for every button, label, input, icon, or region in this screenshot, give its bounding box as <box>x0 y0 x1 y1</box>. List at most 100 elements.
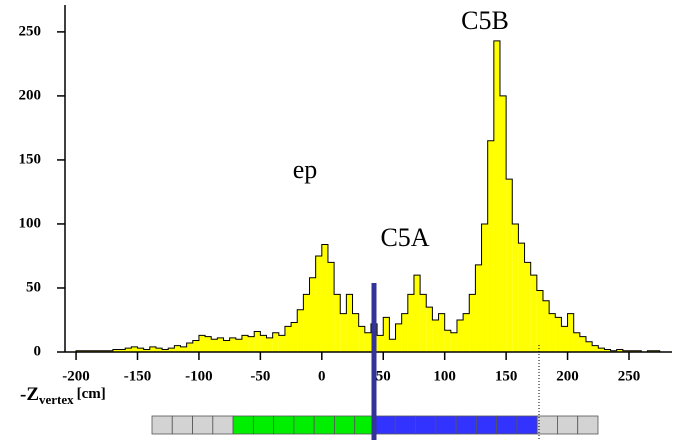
bar <box>592 345 599 352</box>
detector-cell <box>171 415 193 435</box>
x-tick-label: -150 <box>124 368 152 384</box>
bar <box>616 349 623 352</box>
annotation: ep <box>293 155 318 184</box>
bar <box>162 349 169 352</box>
detector-cell <box>212 415 234 435</box>
x-tick-label: 250 <box>618 368 641 384</box>
detector-cell <box>273 415 295 435</box>
bar <box>395 323 402 352</box>
bar <box>149 346 156 352</box>
bar <box>168 348 175 352</box>
bar <box>585 341 593 352</box>
bar <box>125 348 132 352</box>
detector-cell <box>232 415 254 435</box>
detector-cell <box>496 415 518 435</box>
detector-cell <box>313 415 335 435</box>
bar <box>573 332 580 352</box>
x-tick-label: -50 <box>250 368 270 384</box>
detector-cell <box>374 415 396 435</box>
bar <box>579 336 586 352</box>
detector-cell <box>516 415 538 435</box>
bar <box>315 255 322 352</box>
bar <box>284 326 292 352</box>
detector-cell <box>151 415 173 435</box>
bar <box>463 313 470 352</box>
bar <box>205 336 212 352</box>
detector-cell <box>557 415 579 435</box>
bar <box>340 313 347 352</box>
detector-cell <box>455 415 477 435</box>
bar <box>260 335 267 352</box>
bar <box>137 348 144 352</box>
bar <box>352 313 359 352</box>
bar <box>272 332 279 352</box>
bar <box>186 343 193 352</box>
bar <box>303 294 310 352</box>
x-tick-label: 200 <box>556 368 579 384</box>
bar <box>506 179 513 352</box>
bar <box>530 275 537 352</box>
bar <box>536 290 543 352</box>
bar <box>223 340 230 352</box>
bar <box>198 335 206 352</box>
y-tick-label: 100 <box>19 215 42 231</box>
bar <box>278 335 285 352</box>
annotation: C5A <box>380 223 429 252</box>
bar <box>364 332 371 352</box>
bar <box>143 349 150 352</box>
bar <box>524 262 531 352</box>
annotation: C5B <box>461 6 509 35</box>
bar <box>389 339 396 352</box>
detector-cell <box>334 415 356 435</box>
detector-cell <box>435 415 457 435</box>
bar <box>469 294 476 352</box>
bar <box>155 348 163 352</box>
bar <box>561 326 568 352</box>
bar <box>444 330 451 352</box>
bar <box>309 277 316 352</box>
detector-cell <box>475 415 498 435</box>
bar <box>112 349 120 352</box>
x-tick-label: -200 <box>62 368 90 384</box>
bar <box>334 294 341 352</box>
y-tick-label: 150 <box>19 151 42 167</box>
y-tick-label: 0 <box>34 343 42 359</box>
bar <box>192 340 199 352</box>
bar <box>241 335 249 352</box>
bar <box>604 349 611 352</box>
bar <box>450 332 457 352</box>
bar <box>426 307 433 352</box>
bar <box>235 339 242 352</box>
bar <box>420 294 427 352</box>
bar <box>407 294 414 352</box>
detector-cell <box>536 415 558 435</box>
detector-cell <box>252 415 275 435</box>
y-tick-label: 200 <box>19 87 42 103</box>
bar <box>518 243 525 352</box>
bar <box>512 223 519 352</box>
detector-cell <box>577 415 599 435</box>
x-label-main: -Z <box>20 384 39 405</box>
detector-cell <box>394 415 416 435</box>
bar <box>297 309 304 352</box>
bar <box>456 319 464 352</box>
x-tick-label: -100 <box>185 368 213 384</box>
x-tick-label: 0 <box>318 368 326 384</box>
bar <box>174 345 181 352</box>
bar <box>346 294 353 352</box>
detector-cell <box>192 415 214 435</box>
x-label-sub: vertex <box>39 392 74 407</box>
bar <box>481 223 488 352</box>
bar <box>131 346 138 352</box>
bar <box>321 244 328 352</box>
bar <box>401 313 408 352</box>
bar <box>598 348 605 352</box>
bar <box>248 336 255 352</box>
bar <box>229 337 236 352</box>
bar <box>413 275 421 352</box>
bar <box>542 300 550 352</box>
x-tick-label: 50 <box>376 368 391 384</box>
bar <box>555 317 562 352</box>
bar <box>493 40 500 353</box>
